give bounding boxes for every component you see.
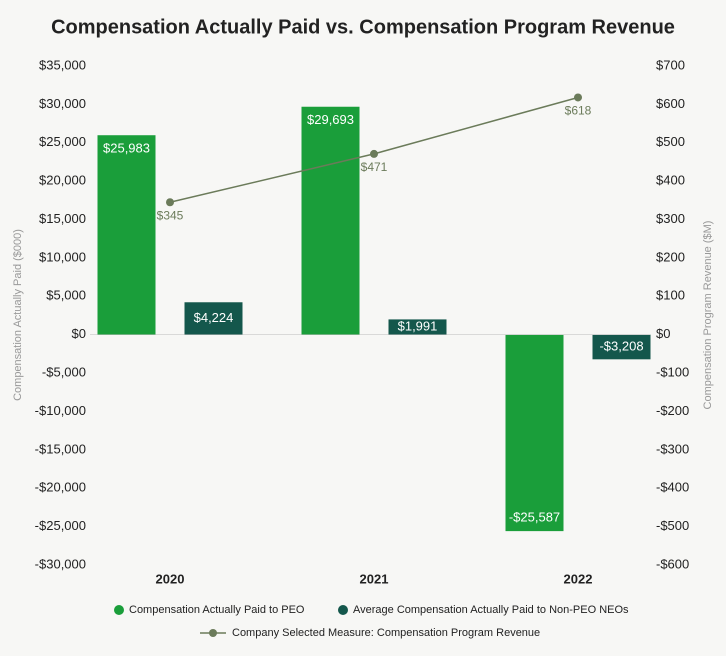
y2-tick-label: -$400 <box>656 480 689 495</box>
data-label: $1,991 <box>398 318 438 333</box>
legend-label: Average Compensation Actually Paid to No… <box>353 604 629 616</box>
x-tick-label: 2020 <box>156 571 185 586</box>
y-tick-label: $10,000 <box>39 249 86 264</box>
y2-tick-label: $100 <box>656 288 685 303</box>
data-label: -$3,208 <box>599 338 643 353</box>
y2-tick-label: $0 <box>656 326 670 341</box>
data-label: $29,693 <box>307 112 354 127</box>
chart-title: Compensation Actually Paid vs. Compensat… <box>51 16 675 38</box>
data-label: -$25,587 <box>509 510 560 525</box>
legend-marker <box>338 605 348 615</box>
y-tick-label: $35,000 <box>39 57 86 72</box>
x-tick-label: 2021 <box>360 571 389 586</box>
y2-tick-label: $500 <box>656 134 685 149</box>
legend-label: Company Selected Measure: Compensation P… <box>232 627 540 639</box>
y2-tick-label: -$100 <box>656 365 689 380</box>
y2-tick-label: $700 <box>656 57 685 72</box>
y-tick-label: -$25,000 <box>35 518 86 533</box>
data-label: $4,224 <box>194 310 234 325</box>
bar <box>505 334 564 532</box>
y-tick-label: $5,000 <box>46 288 86 303</box>
bar <box>184 302 243 335</box>
legend-label: Compensation Actually Paid to PEO <box>129 604 305 616</box>
y-axis-title: Compensation Actually Paid ($000) <box>12 229 24 401</box>
y2-tick-label: $400 <box>656 173 685 188</box>
line-point <box>574 93 582 102</box>
data-label: $618 <box>565 104 592 118</box>
y2-tick-label: -$600 <box>656 556 689 571</box>
y-tick-label: $0 <box>72 326 86 341</box>
y-tick-label: -$10,000 <box>35 403 86 418</box>
bar <box>592 334 651 360</box>
bar <box>301 106 360 335</box>
y2-tick-label: $200 <box>656 249 685 264</box>
bar <box>388 319 447 335</box>
y2-axis-title: Compensation Program Revenue ($M) <box>702 221 714 410</box>
x-tick-label: 2022 <box>564 571 593 586</box>
y-tick-label: $25,000 <box>39 134 86 149</box>
y-tick-label: -$20,000 <box>35 480 86 495</box>
data-label: $25,983 <box>103 141 150 156</box>
legend-marker <box>209 629 217 637</box>
y-tick-label: -$15,000 <box>35 441 86 456</box>
line <box>169 96 579 203</box>
y-tick-label: $30,000 <box>39 96 86 111</box>
line-point <box>166 198 174 207</box>
y2-tick-label: $300 <box>656 211 685 226</box>
y2-tick-label: -$300 <box>656 441 689 456</box>
y-tick-label: $20,000 <box>39 173 86 188</box>
y2-tick-label: -$200 <box>656 403 689 418</box>
y-tick-label: -$30,000 <box>35 556 86 571</box>
data-label: $471 <box>361 160 388 174</box>
data-label: $345 <box>157 208 184 222</box>
y2-tick-label: $600 <box>656 96 685 111</box>
y-tick-label: -$5,000 <box>42 365 86 380</box>
y-tick-label: $15,000 <box>39 211 86 226</box>
legend-marker <box>114 605 124 615</box>
y2-tick-label: -$500 <box>656 518 689 533</box>
line-point <box>370 149 378 158</box>
bar <box>97 135 156 335</box>
